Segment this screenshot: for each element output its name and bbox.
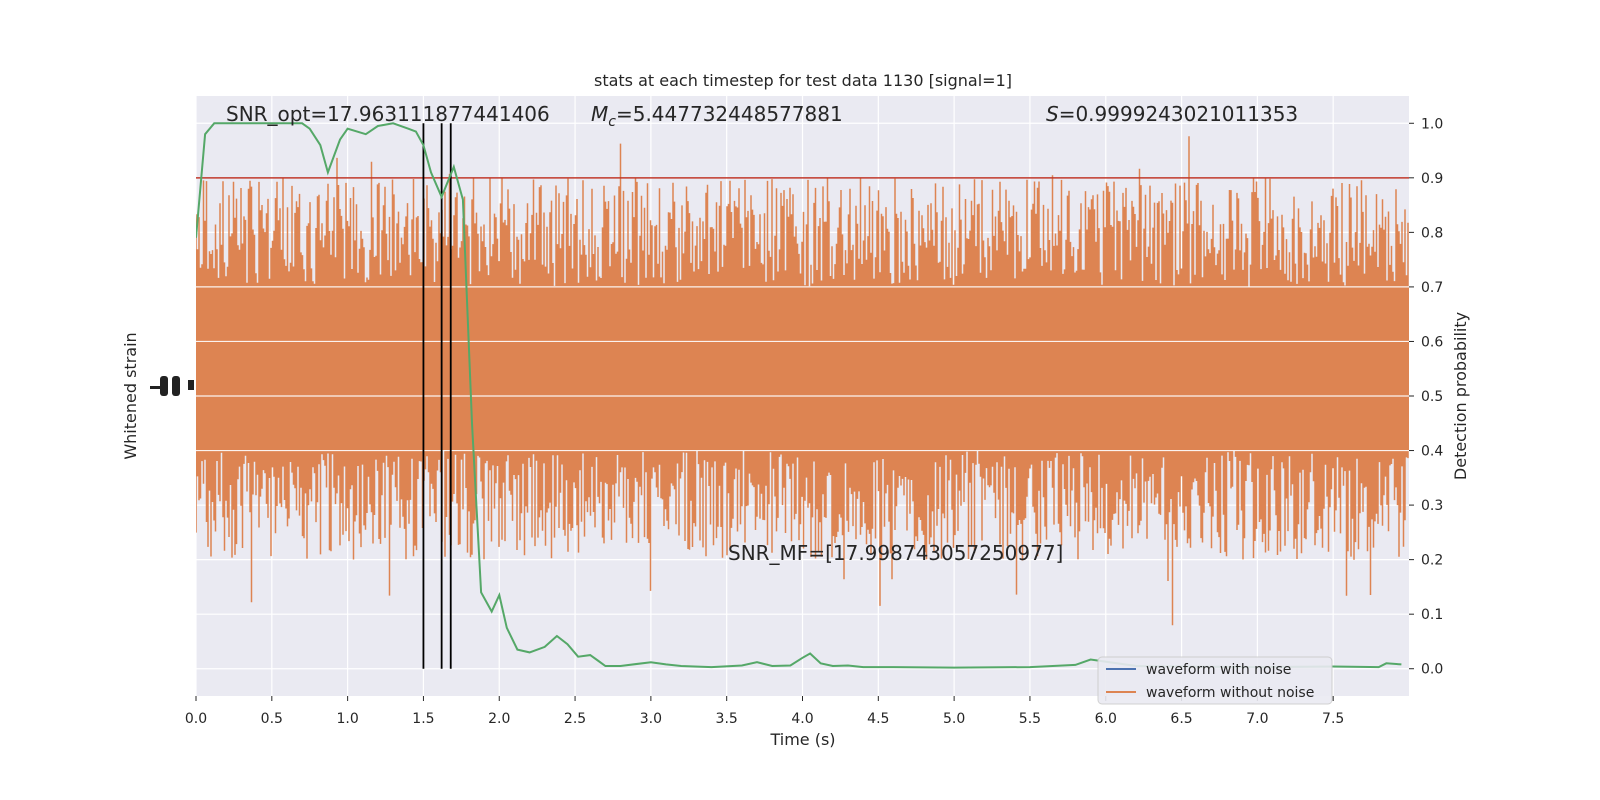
- x-tick-label: 6.5: [1170, 711, 1192, 727]
- x-tick-label: 1.5: [412, 711, 434, 727]
- left-axis-collapsed-ticks: [150, 376, 194, 396]
- x-tick-label: 7.0: [1246, 711, 1268, 727]
- x-tick-label: 5.0: [943, 711, 965, 727]
- x-tick-label: 6.0: [1095, 711, 1117, 727]
- legend: waveform with noise waveform without noi…: [1097, 656, 1333, 705]
- y-axis-left-label: Whitened strain: [121, 332, 140, 459]
- y-tick-label: 0.2: [1421, 553, 1443, 569]
- y-tick-label: 1.0: [1421, 116, 1443, 132]
- x-tick-label: 2.0: [488, 711, 510, 727]
- x-tick-label: 3.0: [640, 711, 662, 727]
- x-tick-label: 0.0: [185, 711, 207, 727]
- y-tick-label: 0.4: [1421, 444, 1443, 460]
- chirp-mass-symbol: M: [591, 102, 608, 126]
- legend-label-with-noise: waveform with noise: [1146, 662, 1291, 678]
- x-tick-label: 2.5: [564, 711, 586, 727]
- x-tick-label: 5.5: [1019, 711, 1041, 727]
- x-axis-ticks: 0.0 0.5 1.0 1.5 2.0 2.5 3.0 3.5 4.0 4.5 5.0 5.5 6.0 6…: [185, 696, 1344, 727]
- x-tick-label: 1.0: [336, 711, 358, 727]
- s-symbol: S: [1046, 102, 1059, 126]
- snr-mf-annotation: SNR_MF=[17.998743057250977]: [728, 541, 1063, 565]
- y-axis-right-label: Detection probability: [1451, 312, 1470, 480]
- y-tick-label: 0.8: [1421, 225, 1443, 241]
- y-tick-label: 0.7: [1421, 280, 1443, 296]
- legend-label-without-noise: waveform without noise: [1146, 685, 1314, 701]
- x-tick-label: 7.5: [1322, 711, 1344, 727]
- x-axis-label: Time (s): [769, 730, 835, 749]
- y-tick-label: 0.6: [1421, 334, 1443, 350]
- y-tick-label: 0.3: [1421, 498, 1443, 514]
- chart-title: stats at each timestep for test data 113…: [594, 71, 1012, 90]
- x-tick-label: 0.5: [261, 711, 283, 727]
- s-annotation: S=0.9999243021011353: [1046, 102, 1298, 126]
- y-tick-label: 0.9: [1421, 171, 1443, 187]
- chirp-mass-annotation: Mc=5.447732448577881: [591, 102, 843, 130]
- y-tick-label: 0.0: [1421, 662, 1443, 678]
- x-tick-label: 4.5: [867, 711, 889, 727]
- chirp-mass-value: =5.447732448577881: [616, 102, 843, 126]
- waveform-area: [196, 136, 1409, 626]
- chirp-mass-subscript: c: [608, 114, 616, 130]
- y-axis-right-ticks: 0.0 0.1 0.2 0.3 0.4 0.5 0.6 0.7 0.8 0.9 1.0: [1409, 116, 1443, 678]
- waveform-without-noise-trace: [196, 136, 1409, 626]
- legend-box: [1097, 656, 1333, 705]
- x-tick-label: 4.0: [791, 711, 813, 727]
- snr-opt-annotation: SNR_opt=17.963111877441406: [226, 102, 550, 126]
- y-tick-label: 0.5: [1421, 389, 1443, 405]
- detection-probability-line: [196, 122, 1402, 669]
- x-tick-label: 3.5: [716, 711, 738, 727]
- y-tick-label: 0.1: [1421, 607, 1443, 623]
- s-value: =0.9999243021011353: [1059, 102, 1298, 126]
